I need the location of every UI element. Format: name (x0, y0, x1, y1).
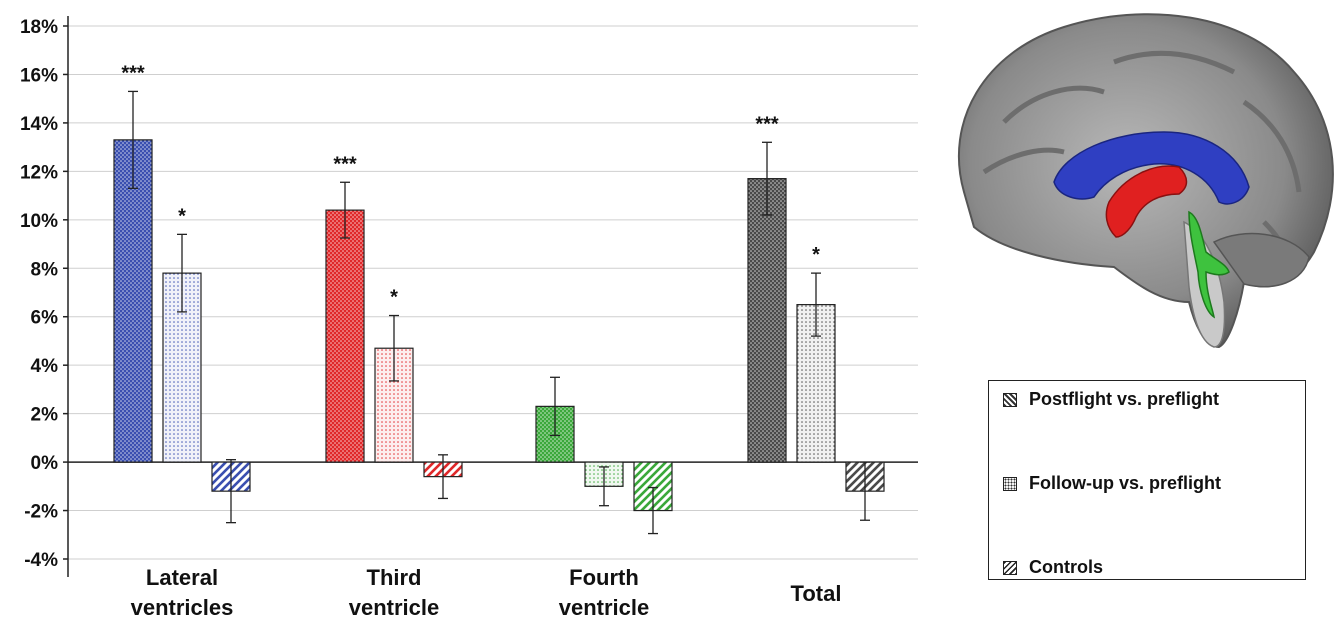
legend-label: Follow-up vs. preflight (1029, 473, 1221, 493)
y-tick-label: 14% (20, 114, 58, 135)
gridlines (68, 25, 918, 560)
y-tick-label: 2% (31, 405, 59, 426)
bars (113, 90, 885, 535)
lateral-ventricles-region (1053, 131, 1250, 205)
legend-label: Controls (1029, 557, 1103, 577)
y-tick-label: 4% (31, 356, 59, 377)
category-label: Total (791, 581, 842, 606)
brain-gyri (982, 50, 1302, 269)
y-tick-label: 12% (20, 162, 58, 183)
y-tick-label: 8% (31, 259, 59, 280)
legend-label: Postflight vs. preflight (1029, 389, 1220, 409)
category-label: Fourth (569, 565, 639, 590)
significance-label: *** (755, 113, 779, 135)
category-label: ventricle (559, 595, 650, 619)
category-label: Third (367, 565, 422, 590)
cerebellum (1212, 232, 1310, 288)
legend-swatch-hatched (1003, 560, 1017, 575)
legend-item-followup: Follow-up vs. preflight (1003, 473, 1221, 494)
y-tick-label: 18% (20, 17, 58, 38)
category-label: ventricles (131, 595, 234, 619)
brain-sagittal-mri-icon (957, 13, 1334, 349)
bar (325, 209, 365, 463)
legend: Postflight vs. preflight Follow-up vs. p… (988, 380, 1306, 580)
fourth-ventricle-region (1188, 210, 1230, 319)
legend-swatch-dense (1003, 392, 1017, 407)
significance-label: * (390, 287, 398, 309)
bar (113, 139, 153, 463)
category-label: ventricle (349, 595, 440, 619)
significance-label: *** (333, 153, 357, 175)
significance-label: * (812, 244, 820, 266)
y-tick-label: 10% (20, 211, 58, 232)
legend-item-controls: Controls (1003, 557, 1103, 578)
y-tick-label: 0% (31, 453, 59, 474)
legend-item-postflight: Postflight vs. preflight (1003, 389, 1219, 410)
legend-swatch-dotted (1003, 476, 1017, 491)
labels: ****Lateralventricles****ThirdventricleF… (121, 62, 841, 619)
bar (747, 178, 787, 463)
y-tick-label: -4% (24, 550, 58, 571)
y-tick-label: -2% (24, 502, 58, 523)
significance-label: *** (121, 62, 145, 84)
y-tick-label: 16% (20, 65, 58, 86)
y-tick-label: 6% (31, 308, 59, 329)
category-label: Lateral (146, 565, 218, 590)
third-ventricle-region (1105, 165, 1188, 238)
significance-label: * (178, 205, 186, 227)
